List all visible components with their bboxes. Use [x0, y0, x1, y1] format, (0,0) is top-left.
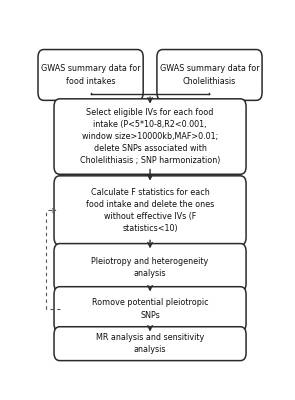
Text: GWAS summary data for
Cholelithiasis: GWAS summary data for Cholelithiasis [160, 64, 259, 86]
FancyBboxPatch shape [157, 50, 262, 100]
FancyBboxPatch shape [54, 99, 246, 174]
Text: Calculate F statistics for each
food intake and delete the ones
without effectiv: Calculate F statistics for each food int… [86, 188, 214, 233]
Text: GWAS summary data for
food intakes: GWAS summary data for food intakes [41, 64, 140, 86]
Text: Pleiotropy and heterogeneity
analysis: Pleiotropy and heterogeneity analysis [91, 257, 209, 278]
FancyBboxPatch shape [54, 244, 246, 291]
Text: Romove potential pleiotropic
SNPs: Romove potential pleiotropic SNPs [92, 298, 208, 320]
FancyBboxPatch shape [54, 176, 246, 245]
Text: MR analysis and sensitivity
analysis: MR analysis and sensitivity analysis [96, 333, 204, 354]
FancyBboxPatch shape [38, 50, 143, 100]
FancyBboxPatch shape [54, 327, 246, 361]
FancyBboxPatch shape [54, 287, 246, 331]
Text: Select eligible IVs for each food
intake (P<5*10-8,R2<0.001,
window size>10000kb: Select eligible IVs for each food intake… [80, 108, 220, 165]
